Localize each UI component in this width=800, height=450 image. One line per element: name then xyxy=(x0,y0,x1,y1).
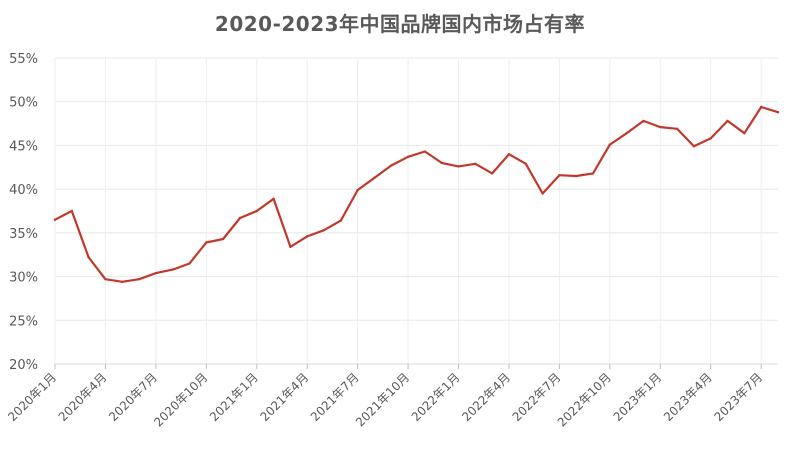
y-tick-label: 30% xyxy=(9,271,38,286)
data-point xyxy=(121,280,124,284)
x-tick-label: 2023年4月 xyxy=(661,370,715,424)
data-point xyxy=(53,218,57,221)
data-point xyxy=(625,131,628,135)
data-point xyxy=(507,152,511,156)
data-point xyxy=(322,229,326,232)
data-point xyxy=(675,127,679,131)
y-tick-label: 20% xyxy=(9,358,38,373)
x-tick-label: 2021年1月 xyxy=(207,370,261,424)
data-point xyxy=(423,150,427,153)
data-point xyxy=(154,271,158,275)
x-tick-label: 2020年10月 xyxy=(151,370,210,429)
data-point xyxy=(474,162,477,165)
data-point xyxy=(709,137,712,140)
grid-layer xyxy=(54,57,778,365)
data-point xyxy=(541,192,544,195)
x-tick-label: 2020年7月 xyxy=(106,370,160,424)
data-point xyxy=(726,119,729,123)
series-line xyxy=(53,105,780,283)
y-tick-label: 50% xyxy=(9,96,38,111)
data-point xyxy=(255,209,258,213)
data-point xyxy=(306,235,309,238)
data-point xyxy=(87,256,90,259)
x-tick-label: 2022年1月 xyxy=(409,370,463,424)
x-tick-label: 2022年4月 xyxy=(459,370,513,424)
axis-layer: 20%25%30%35%40%45%50%55%2020年1月2020年4月20… xyxy=(5,52,778,429)
y-tick-label: 35% xyxy=(9,227,38,242)
data-point xyxy=(440,161,443,165)
data-point xyxy=(104,277,107,281)
x-tick-label: 2023年1月 xyxy=(611,370,665,424)
data-point xyxy=(457,165,460,168)
y-tick-label: 25% xyxy=(9,314,38,329)
x-tick-label: 2021年7月 xyxy=(308,370,362,424)
data-point xyxy=(490,172,494,175)
data-point xyxy=(289,245,292,249)
data-point xyxy=(137,277,141,281)
x-tick-label: 2022年7月 xyxy=(510,370,564,424)
data-point xyxy=(238,216,242,220)
y-tick-label: 45% xyxy=(9,139,38,154)
data-point xyxy=(373,176,376,179)
data-point xyxy=(272,197,275,200)
y-tick-label: 55% xyxy=(9,52,38,67)
data-point xyxy=(608,143,612,146)
data-point xyxy=(642,119,645,123)
x-tick-label: 2022年10月 xyxy=(555,370,614,429)
chart-title: 2020-2023年中国品牌国内市场占有率 xyxy=(214,12,586,36)
data-point xyxy=(339,219,343,222)
x-tick-label: 2021年10月 xyxy=(353,370,412,429)
data-point xyxy=(221,237,225,241)
data-point xyxy=(575,174,578,178)
series-layer xyxy=(53,105,780,284)
data-point xyxy=(171,268,174,271)
x-tick-label: 2023年7月 xyxy=(711,370,765,424)
y-tick-label: 40% xyxy=(9,183,38,198)
data-point xyxy=(70,209,74,213)
data-point xyxy=(692,145,696,148)
data-point xyxy=(390,164,393,167)
x-tick-label: 2021年4月 xyxy=(257,370,311,424)
data-point xyxy=(356,188,359,192)
x-tick-label: 2020年1月 xyxy=(5,370,59,424)
x-tick-label: 2020年4月 xyxy=(56,370,110,424)
data-point xyxy=(659,125,662,129)
data-point xyxy=(591,172,595,175)
data-point xyxy=(205,241,208,244)
data-point xyxy=(743,131,746,135)
data-point xyxy=(759,105,763,109)
data-point xyxy=(524,162,527,165)
data-point xyxy=(776,111,780,114)
data-point xyxy=(188,262,191,265)
data-point xyxy=(558,173,561,177)
data-point xyxy=(406,155,410,158)
